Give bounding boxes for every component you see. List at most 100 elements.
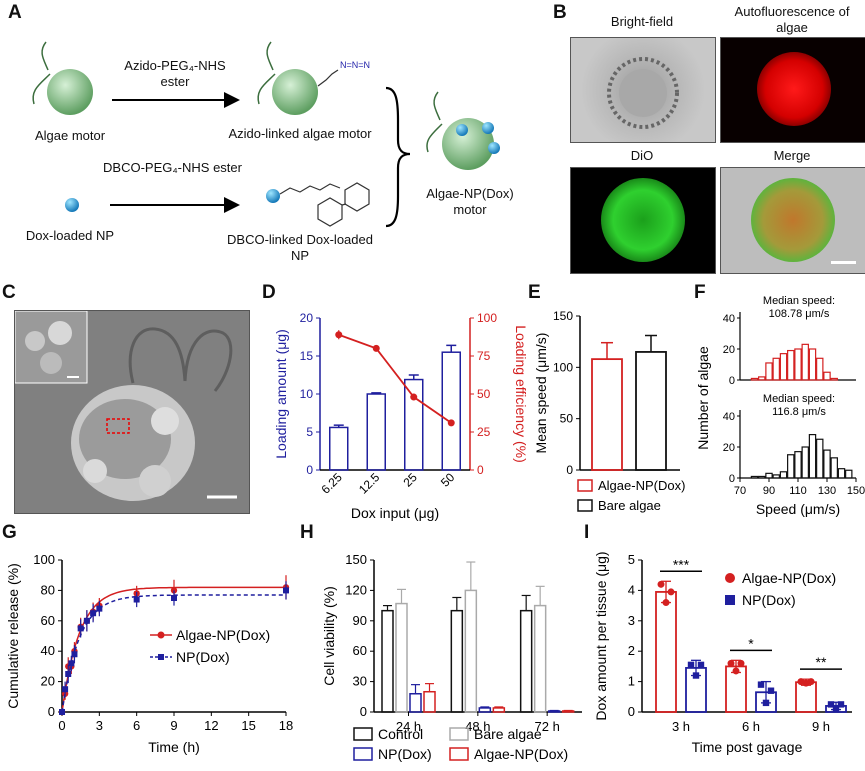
g-point: [59, 709, 65, 715]
f-hist-bar: [801, 446, 809, 479]
d-y2tick-label: 25: [477, 425, 491, 439]
svg-text:N=N=N: N=N=N: [340, 60, 370, 70]
e-ylabel: Mean speed (μm/s): [533, 333, 549, 454]
f-hist-bar: [787, 454, 795, 479]
i-data-point: [667, 588, 675, 596]
product-label: Algae-NP(Dox) motor: [426, 186, 514, 217]
h-bar: [533, 604, 547, 713]
h-ytick-label: 60: [353, 643, 367, 658]
step2-label: DBCO-PEG₄-NHS ester: [103, 160, 242, 175]
f-median-value: 116.8 μm/s: [772, 406, 826, 418]
h-legend-label: NP(Dox): [378, 746, 432, 762]
g-ytick-label: 0: [48, 704, 55, 719]
f-ylabel: Number of algae: [695, 346, 711, 450]
e-bar: [635, 351, 667, 471]
g-xtick-label: 6: [133, 718, 140, 733]
g-ytick-label: 20: [41, 674, 55, 689]
f-hist-bar: [765, 362, 773, 381]
f-hist-bar: [823, 371, 831, 381]
i-data-point: [837, 701, 845, 708]
d-bar: [441, 351, 461, 471]
g-xlabel: Time (h): [148, 739, 200, 755]
dio-image: [570, 167, 716, 274]
i-sig-stars: ***: [673, 556, 690, 572]
h-ytick-label: 150: [345, 552, 367, 567]
h-bar: [519, 609, 533, 713]
i-data-point: [767, 687, 775, 694]
dbco-np-label: DBCO-linked Dox-loaded NP: [227, 232, 373, 263]
f-hist-bar: [750, 377, 759, 381]
d-xlabel: Dox input (μg): [351, 505, 439, 521]
i-data-point: [757, 681, 765, 688]
d-ytick-label: 10: [300, 387, 314, 401]
i-sig-stars: **: [816, 654, 827, 670]
i-xtick-label: 3 h: [672, 719, 690, 734]
f-hist-bar: [779, 471, 788, 479]
i-xlabel: Time post gavage: [692, 739, 803, 755]
f-hist-bar: [808, 434, 817, 479]
f-ytick-label: 20: [723, 442, 735, 454]
d-xtick-label: 6.25: [318, 470, 345, 497]
d-y2tick-label: 50: [477, 387, 491, 401]
step1-label: Azido-PEG₄-NHS ester: [124, 58, 226, 89]
i-legend-marker: [725, 595, 735, 605]
d-bar: [404, 378, 424, 471]
algae-np-motor-icon: [426, 91, 500, 170]
f-xtick-label: 150: [847, 485, 865, 497]
g-point: [96, 605, 103, 612]
f-hist-bar: [830, 457, 838, 479]
panel-a-schematic: N=N=N: [32, 41, 500, 228]
chart-h: 0 30 60 90 120 150 24 h 48 h 72 h Control Bare alg…: [321, 552, 582, 762]
algae-motor-icon: [32, 41, 93, 115]
f-median-label: Median speed:: [763, 295, 835, 307]
g-point: [62, 686, 69, 693]
h-bar: [409, 693, 422, 713]
d-ytick-label: 5: [306, 425, 313, 439]
g-xtick-label: 15: [241, 718, 255, 733]
i-data-point: [807, 678, 815, 686]
i-ytick-label: 2: [628, 643, 635, 658]
f-hist-bar: [801, 343, 809, 381]
f-ytick-label: 0: [729, 375, 735, 387]
f-hist-bar: [765, 472, 773, 479]
f-xtick-label: 90: [763, 485, 775, 497]
i-data-point: [832, 705, 840, 712]
i-data-point: [762, 699, 770, 707]
f-xtick-label: 70: [734, 485, 746, 497]
i-ytick-label: 1: [628, 674, 635, 689]
merge-label: Merge: [773, 148, 811, 163]
e-ytick-label: 150: [553, 309, 573, 323]
panel-label-b: B: [553, 2, 567, 23]
e-ytick-label: 50: [560, 412, 574, 426]
h-xtick-label: 48 h: [465, 719, 490, 734]
i-bar: [655, 591, 677, 713]
i-ytick-label: 0: [628, 704, 635, 719]
f-hist-bar: [772, 357, 780, 381]
h-bar: [478, 707, 492, 713]
azido-algae-label: Azido-linked algae motor: [228, 126, 372, 141]
h-legend-swatch: [353, 727, 373, 741]
d-bar: [329, 426, 349, 471]
g-legend-label: NP(Dox): [176, 649, 230, 665]
d-ytick-label: 0: [306, 463, 313, 477]
g-point: [71, 651, 78, 658]
h-ylabel: Cell viability (%): [321, 586, 337, 686]
e-legend-swatch: [577, 499, 593, 512]
h-bar: [464, 589, 478, 713]
chart-g: 0 20 40 60 80 100 0 3 6 9 12 15 18 Algae-NP(Dox) NP(Do…: [5, 552, 293, 755]
g-point: [283, 587, 289, 594]
dox-np-label: Dox-loaded NP: [25, 228, 115, 243]
i-ylabel: Dox amount per tissue (μg): [593, 551, 609, 720]
g-xtick-label: 0: [58, 718, 65, 733]
g-ytick-label: 40: [41, 643, 55, 658]
h-bar: [450, 609, 464, 713]
i-legend-label: NP(Dox): [742, 592, 796, 608]
h-bar: [381, 609, 394, 713]
e-legend-swatch: [577, 479, 593, 492]
azido-algae-icon: N=N=N: [257, 41, 370, 115]
h-ytick-label: 0: [360, 704, 367, 719]
f-hist-bar: [758, 475, 766, 479]
panel-label-f: F: [694, 282, 706, 303]
d-ytick-label: 15: [300, 349, 314, 363]
